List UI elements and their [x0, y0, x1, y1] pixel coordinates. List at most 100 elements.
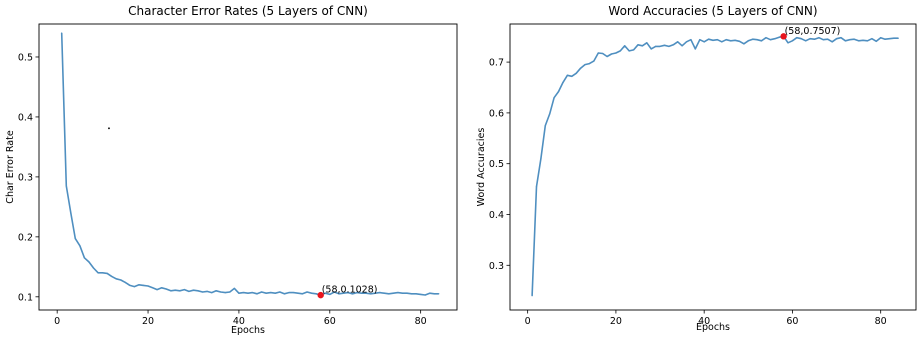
- y-tick-label: 0.3: [18, 172, 33, 183]
- data-point: [544, 125, 546, 127]
- data-point: [655, 45, 657, 48]
- data-point: [615, 52, 617, 54]
- plot-frame: [509, 23, 917, 311]
- data-point: [818, 37, 820, 39]
- data-point: [383, 292, 385, 294]
- data-point: [152, 287, 154, 289]
- data-point: [361, 292, 363, 294]
- data-point: [800, 38, 802, 40]
- data-point: [571, 75, 573, 77]
- data-point: [70, 212, 72, 214]
- data-point: [283, 293, 285, 295]
- data-point: [650, 48, 652, 50]
- char-error-rate-chart: Character Error Rates (5 Layers of CNN) …: [5, 4, 458, 336]
- data-point: [342, 292, 344, 294]
- data-point: [610, 53, 613, 55]
- data-point: [238, 292, 240, 294]
- data-point: [831, 41, 833, 43]
- data-point: [597, 52, 599, 54]
- x-tick-label: 80: [415, 316, 427, 327]
- data-point: [641, 45, 644, 47]
- data-point: [765, 37, 767, 39]
- plot-frame: [38, 23, 458, 311]
- data-point: [809, 38, 811, 40]
- data-point: [301, 293, 304, 295]
- data-point: [593, 60, 595, 62]
- data-point: [866, 40, 869, 42]
- data-point: [888, 38, 891, 40]
- data-point: [787, 42, 789, 44]
- data-point: [188, 290, 190, 292]
- data-point: [174, 289, 176, 291]
- x-tick-label: 60: [324, 316, 336, 327]
- data-point: [370, 293, 372, 295]
- series-line: [60, 32, 439, 296]
- data-point: [61, 32, 63, 34]
- y-tick-label: 0.2: [18, 232, 33, 243]
- data-point: [292, 292, 294, 294]
- data-point: [433, 293, 435, 295]
- data-point: [681, 45, 683, 47]
- axis-ticks: 0 20 40 60 80 0.3 0.4 0.5 0.6 0.7: [489, 58, 887, 327]
- data-point: [694, 48, 696, 50]
- data-point: [251, 292, 254, 294]
- data-point: [79, 245, 81, 247]
- data-point: [397, 292, 399, 294]
- best-point-marker: [780, 33, 787, 40]
- data-point: [129, 284, 131, 286]
- x-tick-label: 40: [233, 316, 245, 327]
- data-point: [202, 291, 204, 293]
- data-point: [438, 293, 440, 295]
- data-point: [827, 38, 829, 40]
- data-point: [791, 40, 794, 42]
- data-point: [778, 36, 780, 38]
- series-marks: (58,0.7507): [531, 26, 899, 297]
- data-point: [646, 42, 648, 44]
- best-point-annotation: (58,0.1028): [322, 285, 378, 296]
- data-point: [752, 38, 754, 40]
- data-point: [566, 74, 569, 76]
- data-point: [401, 292, 404, 294]
- data-point: [74, 238, 76, 240]
- x-tick-label: 20: [142, 316, 154, 327]
- data-point: [884, 38, 886, 40]
- data-point: [333, 291, 335, 293]
- data-point: [708, 38, 710, 40]
- data-point: [115, 278, 117, 280]
- data-point: [760, 40, 763, 42]
- data-point: [730, 40, 732, 42]
- data-point: [813, 38, 816, 40]
- y-tick-label: 0.7: [489, 58, 504, 69]
- data-point: [65, 185, 67, 187]
- y-tick-label: 0.3: [489, 261, 504, 272]
- data-point: [562, 81, 564, 83]
- data-point: [233, 287, 235, 289]
- data-point: [862, 39, 864, 41]
- word-accuracy-chart: Word Accuracies (5 Layers of CNN) 0 20 40 6…: [476, 4, 917, 333]
- data-point: [880, 37, 882, 39]
- data-point: [142, 284, 145, 286]
- data-point: [279, 291, 281, 293]
- data-point: [557, 91, 560, 93]
- data-point: [429, 292, 431, 294]
- data-point: [769, 39, 772, 41]
- data-point: [575, 72, 577, 74]
- data-point: [92, 267, 95, 269]
- data-point: [633, 49, 635, 51]
- data-point: [690, 39, 692, 41]
- data-point: [329, 293, 331, 295]
- series-marks: (58,0.1028): [60, 32, 440, 299]
- data-point: [424, 294, 426, 296]
- data-point: [288, 292, 290, 294]
- data-point: [540, 158, 542, 160]
- data-point: [672, 44, 674, 46]
- data-point: [261, 291, 263, 293]
- data-point: [379, 292, 381, 294]
- y-tick-label: 0.6: [489, 108, 504, 119]
- series-line: [531, 35, 899, 296]
- data-point: [183, 289, 185, 291]
- data-point: [406, 292, 408, 294]
- data-point: [703, 41, 705, 43]
- y-axis-label: Word Accuracies: [476, 128, 487, 207]
